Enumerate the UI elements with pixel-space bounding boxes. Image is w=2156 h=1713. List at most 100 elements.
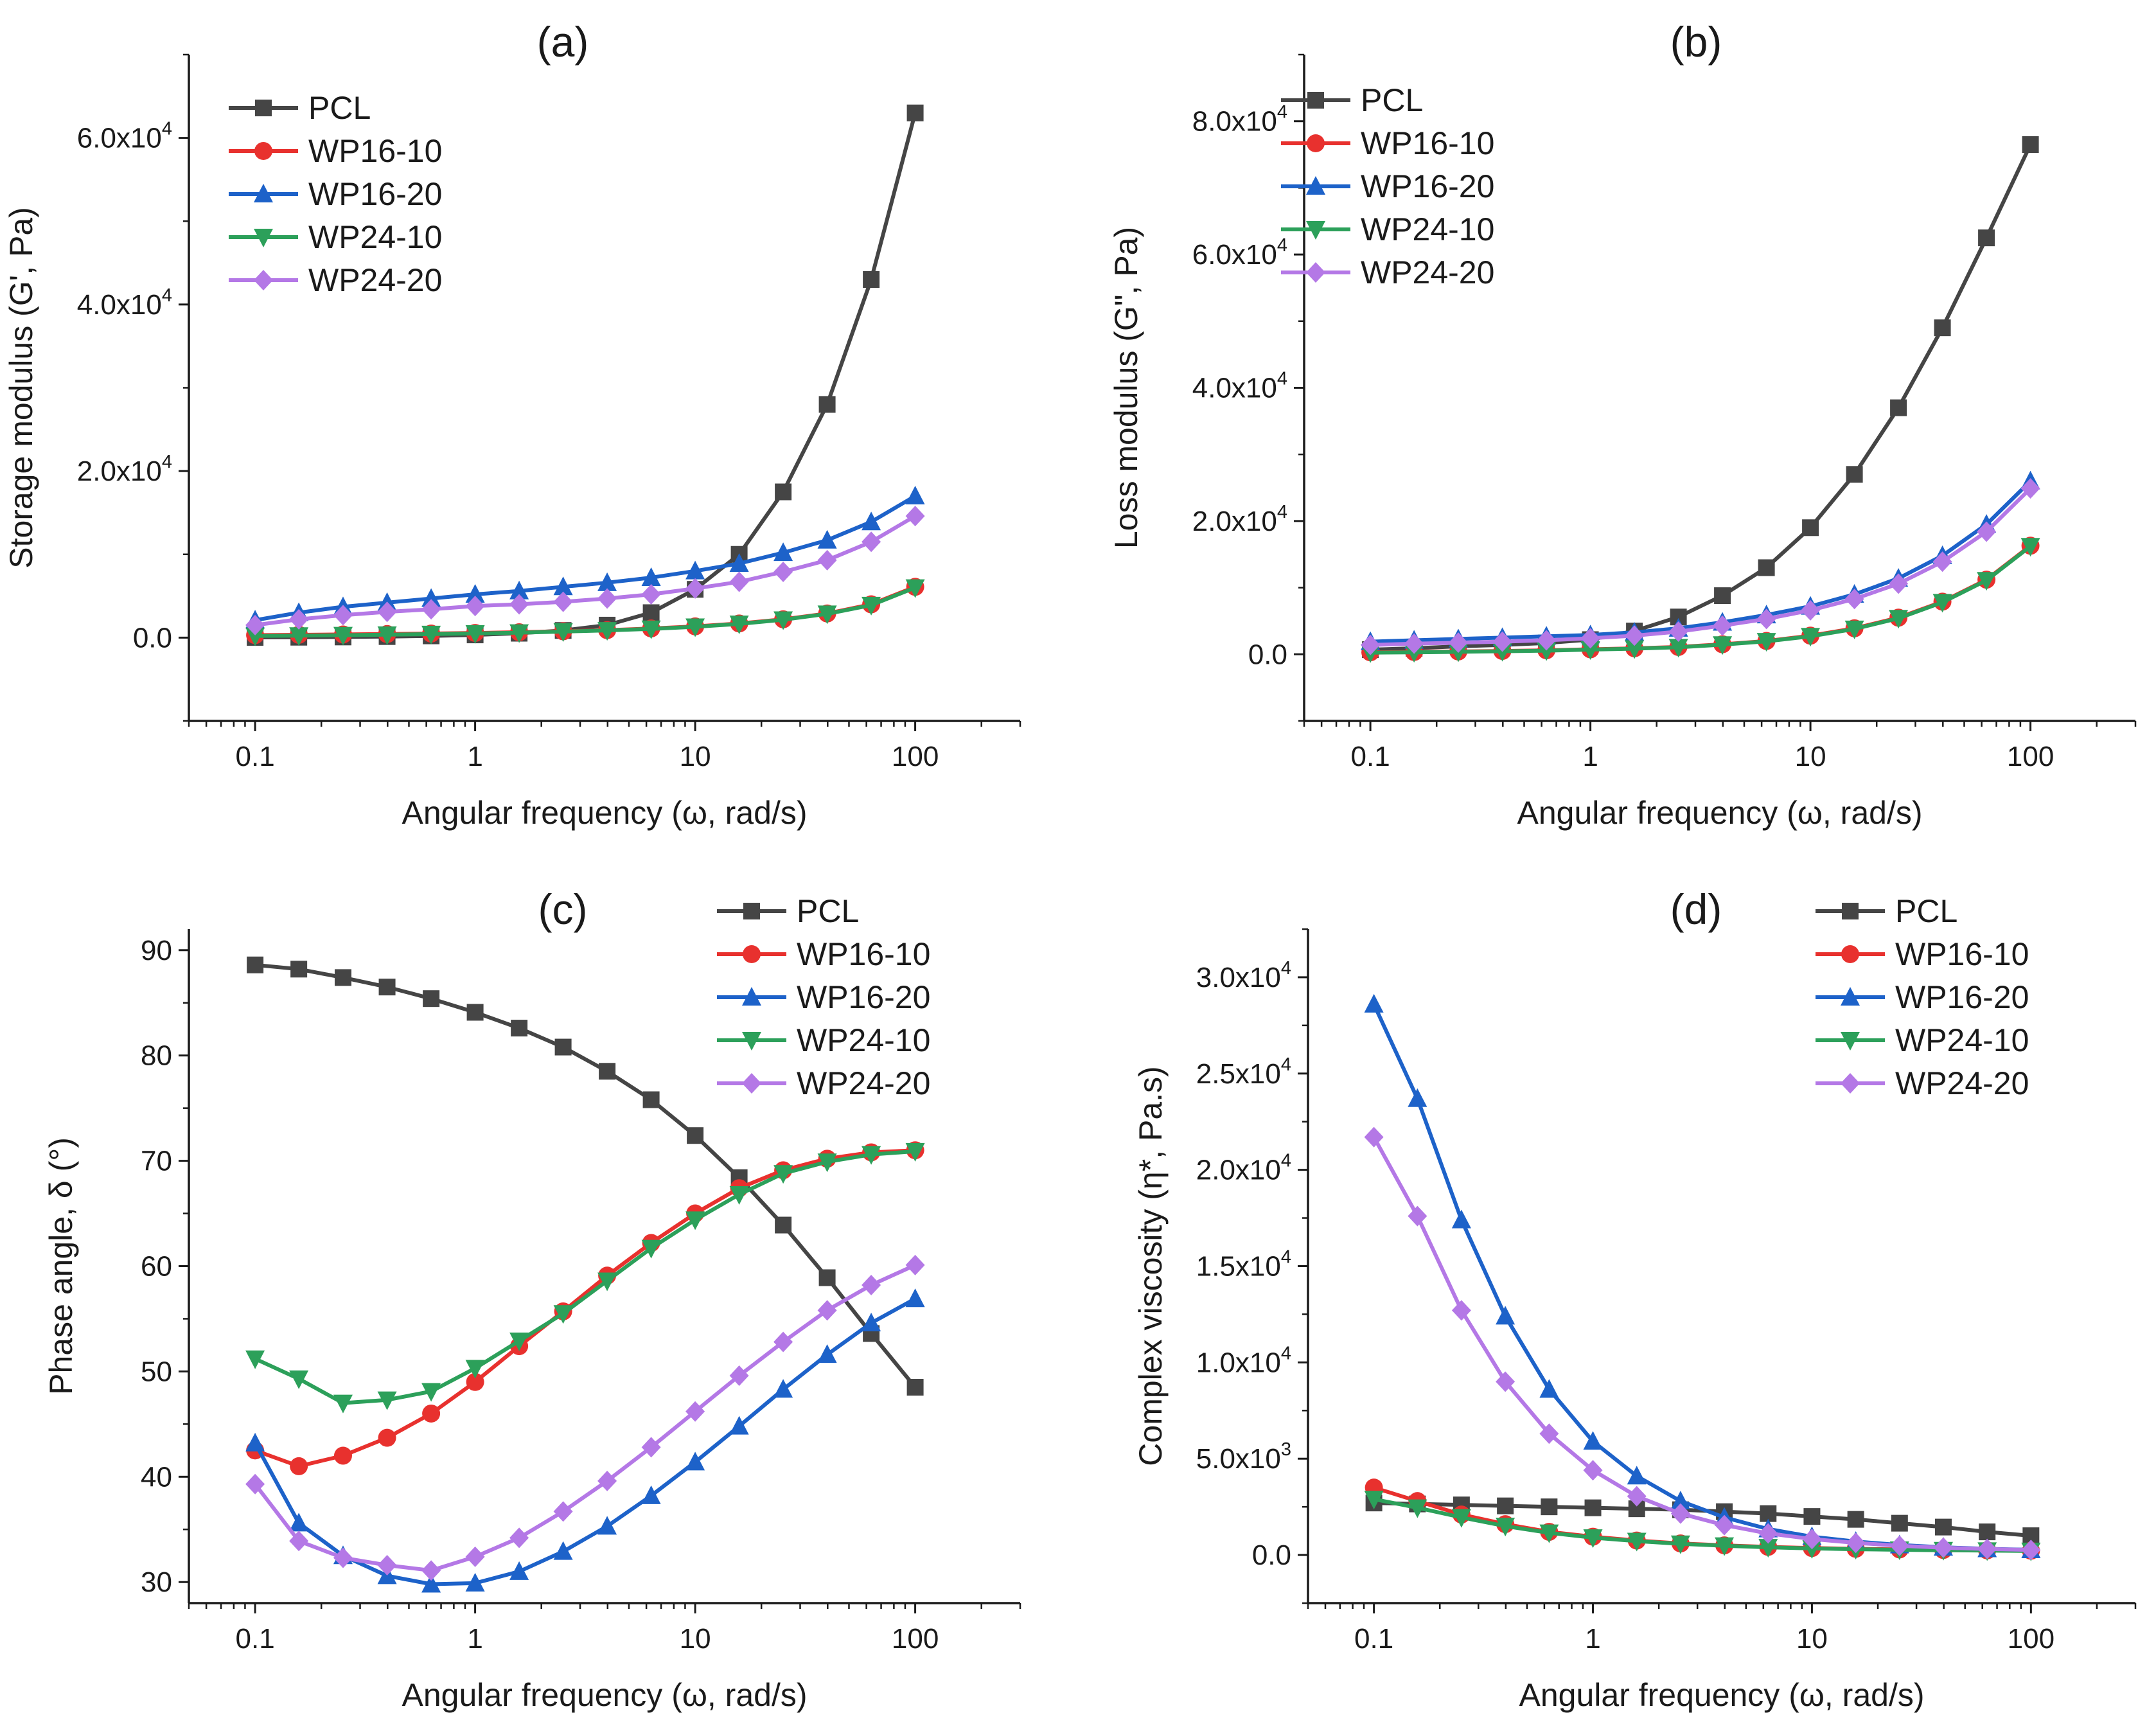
data-point [289,1513,309,1532]
series-line [254,1148,915,1468]
data-point [2020,478,2040,499]
data-point [1584,1499,1602,1516]
data-point [1715,1537,1735,1556]
data-point [818,1269,836,1286]
data-point [2020,538,2040,557]
data-point [817,1344,837,1363]
legend-marker [743,945,761,963]
data-point [1758,1523,1778,1544]
data-point [1844,589,1864,610]
panel-label: (b) [1670,18,1722,66]
data-point [378,979,396,996]
legend-label: WP24-10 [308,219,442,255]
data-point [597,622,617,641]
y-tick-label: 4.0x104 [1192,369,1287,404]
legend-label: WP16-10 [1361,125,1494,161]
data-point [1891,1514,1908,1532]
legend-marker [742,1032,761,1051]
data-point [421,588,441,607]
data-point [817,605,837,625]
legend-label: PCL [1895,893,1957,929]
data-point [1801,599,1821,621]
data-point [1537,630,1557,651]
data-point [1492,631,1512,652]
data-point [2021,1540,2041,1561]
data-point [1977,572,1997,591]
data-point [1496,1306,1515,1325]
legend-label: WP24-10 [797,1022,930,1058]
data-point [1934,1518,1952,1536]
data-point [641,1485,661,1504]
data-point [421,1574,441,1593]
y-tick-label: 90 [141,935,172,966]
legend-marker [254,229,273,247]
x-tick-label: 10 [1796,1623,1828,1655]
data-point [466,1004,484,1021]
x-tick-label: 100 [2008,1623,2054,1655]
data-point [245,1473,265,1495]
data-point [1846,466,1863,483]
data-point [333,1547,353,1568]
y-tick-label: 6.0x104 [1192,235,1287,271]
data-point [1713,615,1733,636]
series-wp24-10 [245,1142,925,1414]
data-point [1364,1126,1384,1148]
data-point [862,1146,881,1165]
legend-label: WP24-20 [1895,1065,2029,1101]
legend-marker [1842,903,1859,919]
data-point [466,1372,484,1391]
data-point [289,1370,309,1389]
data-point [509,580,529,599]
data-point [1541,1498,1558,1516]
data-point [905,486,925,505]
data-point [465,625,485,644]
data-point [1627,1486,1647,1507]
series-wp24-20 [1361,478,2040,655]
legend-label: WP16-20 [1895,979,2029,1015]
data-point [817,1300,837,1321]
x-tick-label: 0.1 [236,1623,275,1655]
y-tick-label: 3.0x104 [1196,958,1291,993]
data-point [1934,319,1951,337]
data-point [377,601,397,623]
data-point [775,1216,792,1234]
data-point [333,605,353,626]
data-point [465,1546,485,1567]
data-point [1583,1431,1603,1450]
series-line [1372,1136,2031,1552]
series-line [1370,486,2032,647]
data-point [1932,594,1952,613]
data-point [1583,1460,1603,1481]
data-point [1889,1535,1909,1556]
data-point [905,1288,925,1308]
data-point [1670,1491,1690,1510]
data-point [553,1305,573,1324]
data-point [773,1379,793,1398]
data-point [509,1527,529,1549]
series-line [1374,1497,2031,1553]
data-point [597,588,617,609]
data-point [553,623,573,643]
data-point [377,1554,397,1575]
data-point [1668,639,1688,658]
x-tick-label: 1 [467,1623,482,1655]
series-line [254,1149,915,1405]
series-wp24-20 [245,1254,925,1581]
x-tick-label: 100 [892,1623,939,1655]
data-point [1539,1423,1559,1444]
data-point [1625,625,1645,646]
data-point [245,614,265,635]
data-point [245,627,265,646]
panel-label: (d) [1670,885,1722,933]
data-point [1758,559,1775,576]
data-point [1802,1529,1822,1550]
data-point [1580,641,1600,661]
series-wp24-20 [245,506,925,635]
legend-label: PCL [797,893,859,929]
y-axis-title: Complex viscosity (η*, Pa.s) [1133,1066,1169,1466]
legend-label: WP16-20 [797,979,930,1015]
series-line [253,1263,916,1573]
data-point [1889,610,1909,629]
x-tick-label: 100 [2007,741,2054,772]
